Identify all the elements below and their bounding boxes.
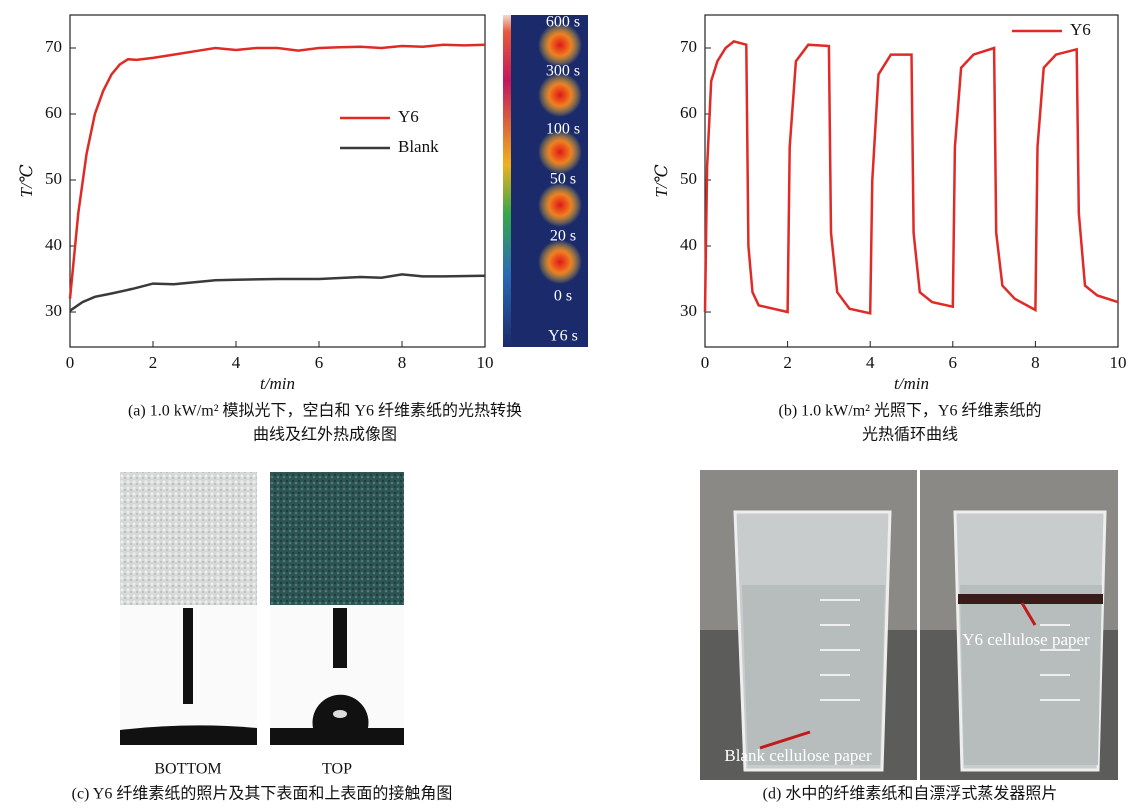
data-line [69, 273, 486, 312]
x-tick-label: 8 [1031, 353, 1040, 372]
x-tick-label: 10 [477, 353, 494, 372]
photo-contact-angle [120, 472, 404, 745]
x-tick-label: 6 [315, 353, 324, 372]
y-tick-label: 70 [45, 37, 62, 56]
y-tick-label: 60 [680, 103, 697, 122]
caption: (c) Y6 纤维素纸的照片及其下表面和上表面的接触角图 [72, 785, 453, 803]
data-line [703, 40, 1119, 315]
photo-beakers [700, 470, 1118, 780]
y-tick-label: 50 [45, 169, 62, 188]
x-tick-label: 8 [398, 353, 407, 372]
legend-label: Y6 [1070, 20, 1091, 39]
plot-frame [704, 14, 1119, 348]
caption: (d) 水中的纤维素纸和自漂浮式蒸发器照片 [763, 785, 1058, 803]
x-tick-label: 0 [66, 353, 75, 372]
x-tick-label: 0 [701, 353, 710, 372]
photo-label: TOP [322, 761, 352, 778]
photo-label: Blank cellulose paper [724, 746, 872, 765]
thermal-image [503, 15, 588, 347]
photo-label: BOTTOM [154, 761, 221, 778]
thermal-label: 0 s [554, 288, 572, 305]
y-tick-label: 30 [680, 301, 697, 320]
plot-frame [69, 14, 486, 348]
x-tick-label: 2 [783, 353, 792, 372]
x-tick-label: 10 [1110, 353, 1127, 372]
legend-label: Blank [398, 137, 439, 156]
x-axis-label: t/min [894, 374, 929, 393]
y-axis-label: T/℃ [17, 164, 36, 197]
y-axis-label: T/℃ [652, 164, 671, 197]
caption: 光热循环曲线 [862, 426, 958, 444]
y-tick-label: 30 [45, 301, 62, 320]
y-tick-label: 60 [45, 103, 62, 122]
data-line [68, 43, 486, 299]
y-tick-label: 50 [680, 169, 697, 188]
caption: (b) 1.0 kW/m² 光照下，Y6 纤维素纸的 [778, 402, 1041, 420]
thermal-label: 100 s [546, 121, 580, 138]
thermal-label: 300 s [546, 63, 580, 80]
x-tick-label: 4 [866, 353, 875, 372]
y-tick-label: 70 [680, 37, 697, 56]
y-tick-label: 40 [680, 235, 697, 254]
x-tick-label: 6 [949, 353, 958, 372]
photo-label: Y6 cellulose paper [962, 630, 1090, 649]
caption: (a) 1.0 kW/m² 模拟光下，空白和 Y6 纤维素纸的光热转换 [128, 402, 522, 420]
thermal-label: Y6 s [548, 328, 578, 345]
x-tick-label: 2 [149, 353, 158, 372]
legend-label: Y6 [398, 107, 419, 126]
x-tick-label: 4 [232, 353, 241, 372]
y-tick-label: 40 [45, 235, 62, 254]
caption: 曲线及红外热成像图 [253, 426, 397, 444]
thermal-label: 600 s [546, 14, 580, 31]
x-axis-label: t/min [260, 374, 295, 393]
thermal-label: 50 s [550, 171, 576, 188]
thermal-label: 20 s [550, 228, 576, 245]
